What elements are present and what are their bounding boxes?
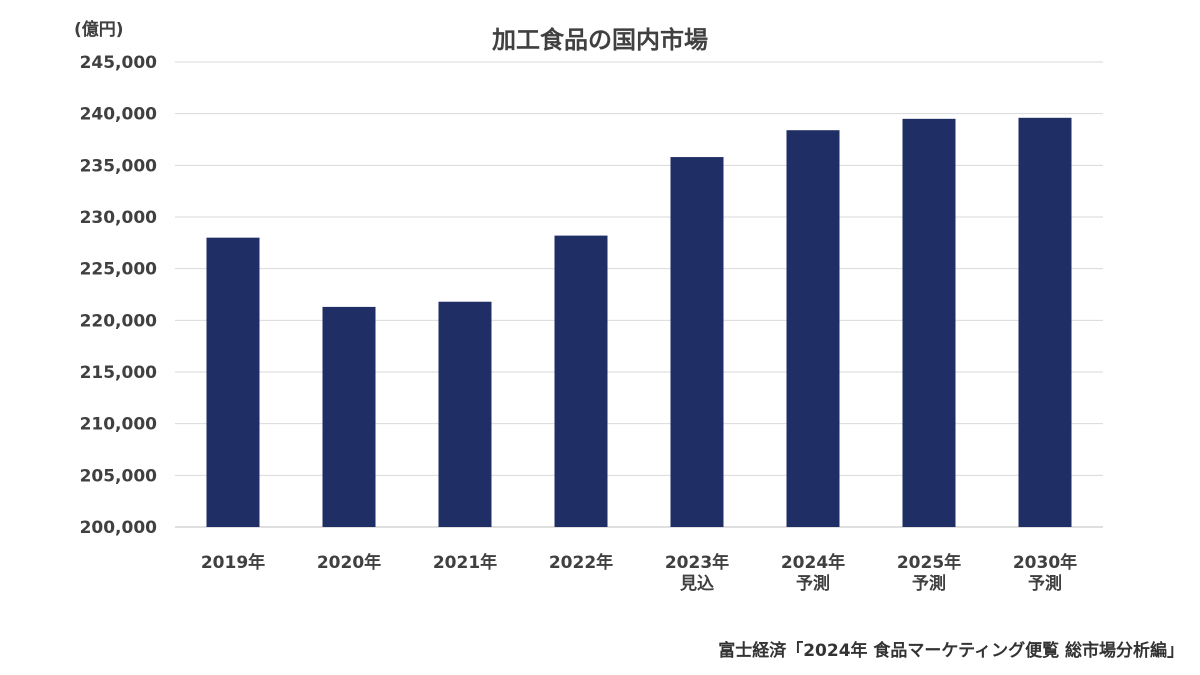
- bar: [438, 301, 492, 527]
- bar: [902, 118, 956, 527]
- x-tick-label: 2020年: [317, 552, 381, 573]
- y-tick-label: 200,000: [80, 518, 158, 538]
- y-tick-label: 205,000: [80, 466, 158, 486]
- x-tick-label: 2025年: [897, 552, 961, 573]
- y-tick-label: 245,000: [80, 53, 158, 73]
- source-note: 富士経済「2024年 食品マーケティング便覧 総市場分析編」: [718, 641, 1184, 661]
- bar: [206, 237, 260, 527]
- x-tick-label: 2022年: [549, 552, 613, 573]
- bar: [554, 235, 608, 527]
- x-tick-label: 予測: [912, 573, 946, 594]
- x-tick-label: 2021年: [433, 552, 497, 573]
- x-tick-label: 見込: [679, 574, 714, 594]
- bar: [670, 157, 724, 528]
- x-tick-label: 予測: [1028, 573, 1062, 594]
- y-tick-label: 240,000: [80, 105, 158, 125]
- x-tick-label: 2019年: [201, 552, 265, 573]
- y-tick-label: 215,000: [80, 363, 158, 383]
- y-tick-label: 235,000: [80, 156, 158, 176]
- bar: [1018, 117, 1072, 528]
- x-tick-label: 2024年: [781, 552, 845, 573]
- bar: [786, 130, 840, 527]
- y-tick-label: 210,000: [80, 415, 158, 435]
- y-tick-label: 230,000: [80, 208, 158, 228]
- x-tick-label: 2030年: [1013, 552, 1077, 573]
- bar: [322, 306, 376, 527]
- y-tick-label: 220,000: [80, 311, 158, 331]
- y-axis-unit-label: (億円): [74, 20, 124, 40]
- y-tick-label: 225,000: [80, 260, 158, 280]
- x-tick-label: 予測: [796, 573, 830, 594]
- chart-title: 加工食品の国内市場: [492, 26, 708, 54]
- x-tick-label: 2023年: [665, 552, 729, 573]
